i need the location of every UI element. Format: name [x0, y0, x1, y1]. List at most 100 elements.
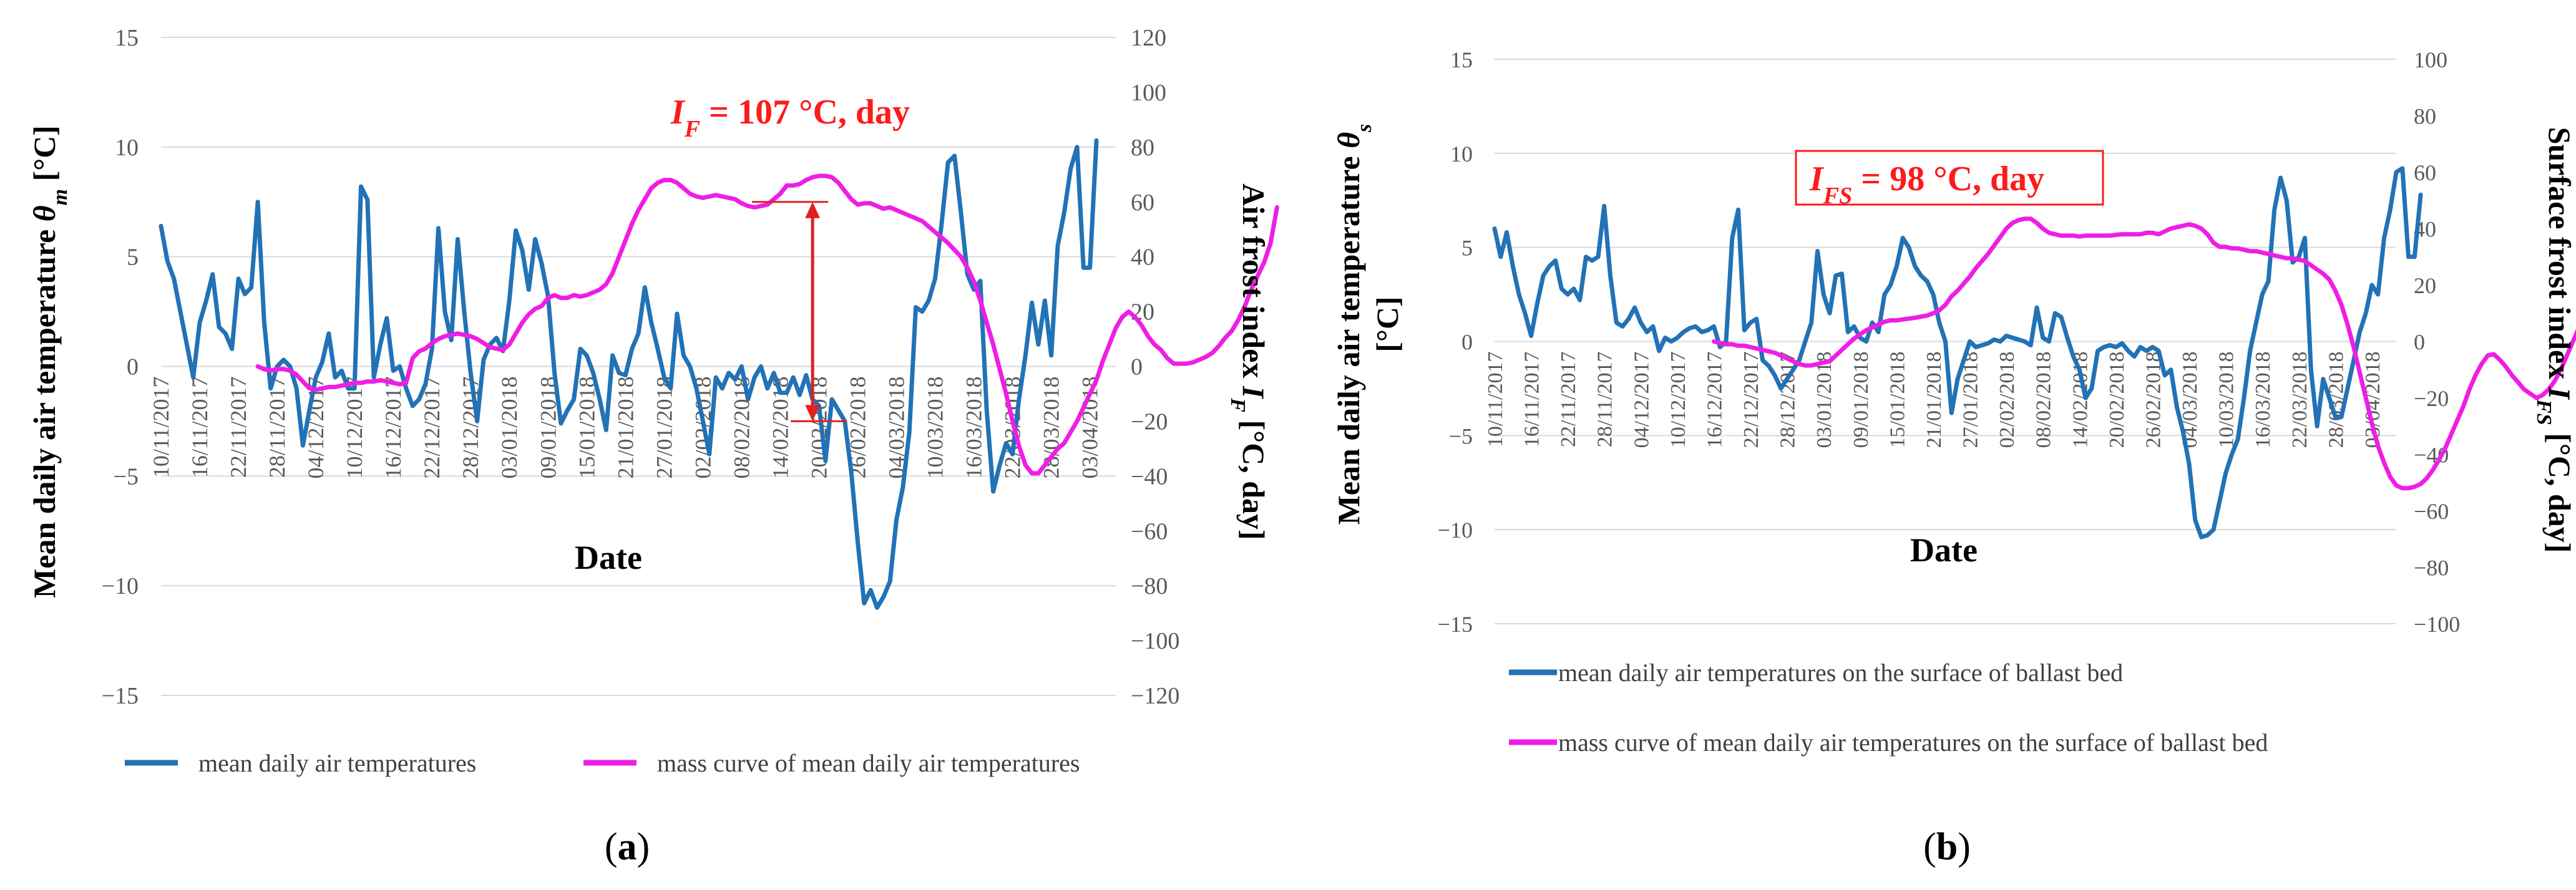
panel-b-x-tick-label: 21/01/2018: [1923, 352, 1946, 448]
panel-a-x-tick-label: 22/11/2017: [226, 377, 251, 478]
panel-b-x-tick-label: 14/02/2018: [2069, 352, 2092, 448]
panel-a-y2-tick-label: −120: [1131, 683, 1179, 709]
panel-b-y2-tick-label: 20: [2414, 273, 2436, 298]
panel-a-frost-index-annotation: IF = 107 °C, day: [670, 93, 910, 142]
panel-b-x-tick-label: 10/11/2017: [1484, 352, 1507, 448]
panel-a-y-tick-label: 5: [127, 244, 139, 271]
panel-b-left-tick-labels: 15 10 5 0 −5 −10 −15: [1438, 47, 1473, 637]
panel-a-y2-tick-label: 0: [1131, 354, 1143, 380]
panel-b-x-tick-label: 15/01/2018: [1886, 352, 1909, 448]
panel-b-x-tick-label: 02/02/2018: [1996, 352, 2019, 448]
panel-b-x-tick-label: 22/12/2017: [1740, 352, 1763, 448]
panel-b-y2-tick-label: −80: [2414, 556, 2449, 581]
panel-a-y2-tick-label: −100: [1131, 628, 1179, 654]
panel-a-y-tick-label: 10: [115, 135, 139, 161]
panel-a-y-tick-label: −10: [102, 573, 139, 599]
panel-b-x-tick-label: 16/12/2017: [1703, 352, 1726, 448]
panel-a-y-tick-label: 15: [115, 25, 139, 51]
panel-b-x-tick-label: 04/12/2017: [1630, 352, 1653, 448]
panel-a-y2-tick-label: −60: [1131, 518, 1168, 544]
panel-a-legend-label-blue: mean daily air temperatures: [198, 749, 476, 777]
panel-a-y-tick-label: −15: [102, 683, 139, 709]
panel-b-x-tick-label: 28/11/2017: [1594, 352, 1617, 448]
panel-a-x-tick-label: 27/01/2018: [651, 377, 676, 479]
panel-b-x-tick-label: 22/11/2017: [1557, 352, 1580, 448]
panel-a-x-tick-label: 15/01/2018: [574, 377, 599, 479]
panel-a-x-tick-label: 10/03/2018: [923, 377, 948, 479]
panel-b-legend-label-magenta: mass curve of mean daily air temperature…: [1558, 728, 2268, 757]
panel-b-series-line-mass-curve: [1712, 216, 2576, 491]
panel-b-y-tick-label: 5: [1461, 236, 1473, 261]
panel-a-y2-tick-label: −20: [1131, 409, 1168, 435]
panel-a-right-tick-labels: 120 100 80 60 40 20 0 −20 −40 −60 −80 −100 −120: [1131, 25, 1179, 709]
panel-b-x-tick-label: 16/03/2018: [2252, 352, 2275, 448]
panel-b-y2-tick-label: 0: [2414, 330, 2425, 355]
panel-a-x-tick-label: 21/01/2018: [613, 377, 638, 479]
panel-a-x-tick-label: 16/03/2018: [962, 377, 987, 479]
panel-a-series: [159, 138, 1279, 610]
panel-a-annotation-arrowhead-down: [805, 405, 821, 422]
panel-b-y2-tick-label: −60: [2414, 499, 2449, 524]
panel-a-y2-tick-label: −40: [1131, 463, 1168, 490]
panel-a-x-tick-label: 16/11/2017: [187, 377, 212, 478]
panel-b-x-tick-label: 08/02/2018: [2032, 352, 2056, 448]
panel-b-y2-tick-label: −100: [2414, 612, 2460, 637]
panel-a-legend-label-magenta: mass curve of mean daily air temperature…: [657, 749, 1080, 777]
panel-b-gridlines: [1495, 59, 2396, 624]
panel-a-y2-axis-title: Air frost index IF [°C, day]: [1227, 183, 1272, 539]
panel-b-x-tick-label: 03/01/2018: [1813, 352, 1836, 448]
panel-a-y2-tick-label: 20: [1131, 299, 1154, 326]
panel-a-x-tick-label: 03/01/2018: [497, 377, 522, 479]
panel-b-y2-tick-label: −20: [2414, 386, 2449, 411]
panel-a-caption: (a): [605, 826, 650, 868]
panel-a-annotation-arrowhead-up: [805, 201, 821, 218]
panel-a-chart: 15 10 5 0 −5 −10 −15 120 100 80 60 40 20 0 −20 −40 −60 −…: [27, 25, 1279, 868]
panel-b-legend-label-blue: mean daily air temperatures on the surfa…: [1558, 659, 2123, 687]
panel-b-series: [1492, 166, 2576, 539]
panel-a-y-axis-title: Mean daily air temperature θm [°C]: [27, 125, 72, 598]
panel-b-y2-axis-title: Surface frost index IFS [°C, day]: [2533, 127, 2576, 553]
panel-a-series-line-mass-curve: [255, 173, 1279, 476]
panel-b-x-tick-label: 10/12/2017: [1667, 352, 1690, 448]
panel-b-x-tick-label: 16/11/2017: [1521, 352, 1544, 448]
panel-a-x-tick-label: 10/12/2017: [342, 377, 367, 479]
panel-a-x-tick-label: 28/03/2018: [1039, 377, 1064, 479]
panel-b-x-tick-label: 22/03/2018: [2288, 352, 2311, 448]
panel-a-y2-tick-label: 120: [1131, 25, 1166, 51]
panel-a-y2-tick-label: 80: [1131, 135, 1154, 161]
panel-a-y-tick-label: 0: [127, 354, 139, 380]
panel-a-y2-tick-label: 100: [1131, 80, 1166, 106]
panel-a-y2-tick-label: 40: [1131, 244, 1154, 271]
panel-b-x-tick-label: 10/03/2018: [2215, 352, 2238, 448]
panel-b-y-tick-label: 10: [1450, 142, 1473, 167]
panel-b-y-tick-label: −5: [1449, 423, 1473, 448]
panel-b-y-tick-label: −15: [1438, 612, 1473, 637]
panel-b-y-tick-label: −10: [1438, 518, 1473, 543]
panel-b-x-tick-labels: 10/11/2017 16/11/2017 22/11/2017 28/11/2017…: [1484, 352, 2384, 448]
panel-b-series-line-temperature: [1492, 166, 2423, 539]
panel-b-y-tick-label: 15: [1450, 47, 1473, 72]
panel-a-x-tick-label: 16/12/2017: [381, 377, 406, 479]
panel-a-y-tick-label: −5: [114, 463, 139, 490]
panel-a-x-tick-label: 28/11/2017: [265, 377, 290, 478]
panel-b-frost-index-annotation: IFS = 98 °C, day: [1809, 160, 2044, 209]
panel-b-y2-tick-label: 60: [2414, 160, 2436, 185]
panel-b-x-axis-title: Date: [1910, 531, 1978, 569]
panel-b-y2-tick-label: 100: [2414, 47, 2447, 72]
panel-b-y-axis-title-line2: [°C]: [1370, 296, 1405, 352]
panel-b-x-tick-label: 09/01/2018: [1850, 352, 1873, 448]
panel-a-y2-tick-label: 60: [1131, 190, 1154, 216]
panel-a-series-line-temperature: [159, 138, 1099, 610]
panel-b-caption: (b): [1923, 826, 1971, 868]
panel-b-y-tick-label: 0: [1461, 330, 1473, 355]
panel-b-x-tick-label: 20/02/2018: [2105, 352, 2129, 448]
panel-b-y-axis-title-line1: Mean daily air temperature θs: [1331, 124, 1376, 525]
panel-a-x-axis-title: Date: [575, 539, 642, 576]
panel-a-left-tick-labels: 15 10 5 0 −5 −10 −15: [102, 25, 139, 709]
panel-a-y2-tick-label: −80: [1131, 573, 1168, 599]
panel-b-frost-index-box: [1795, 150, 2104, 206]
